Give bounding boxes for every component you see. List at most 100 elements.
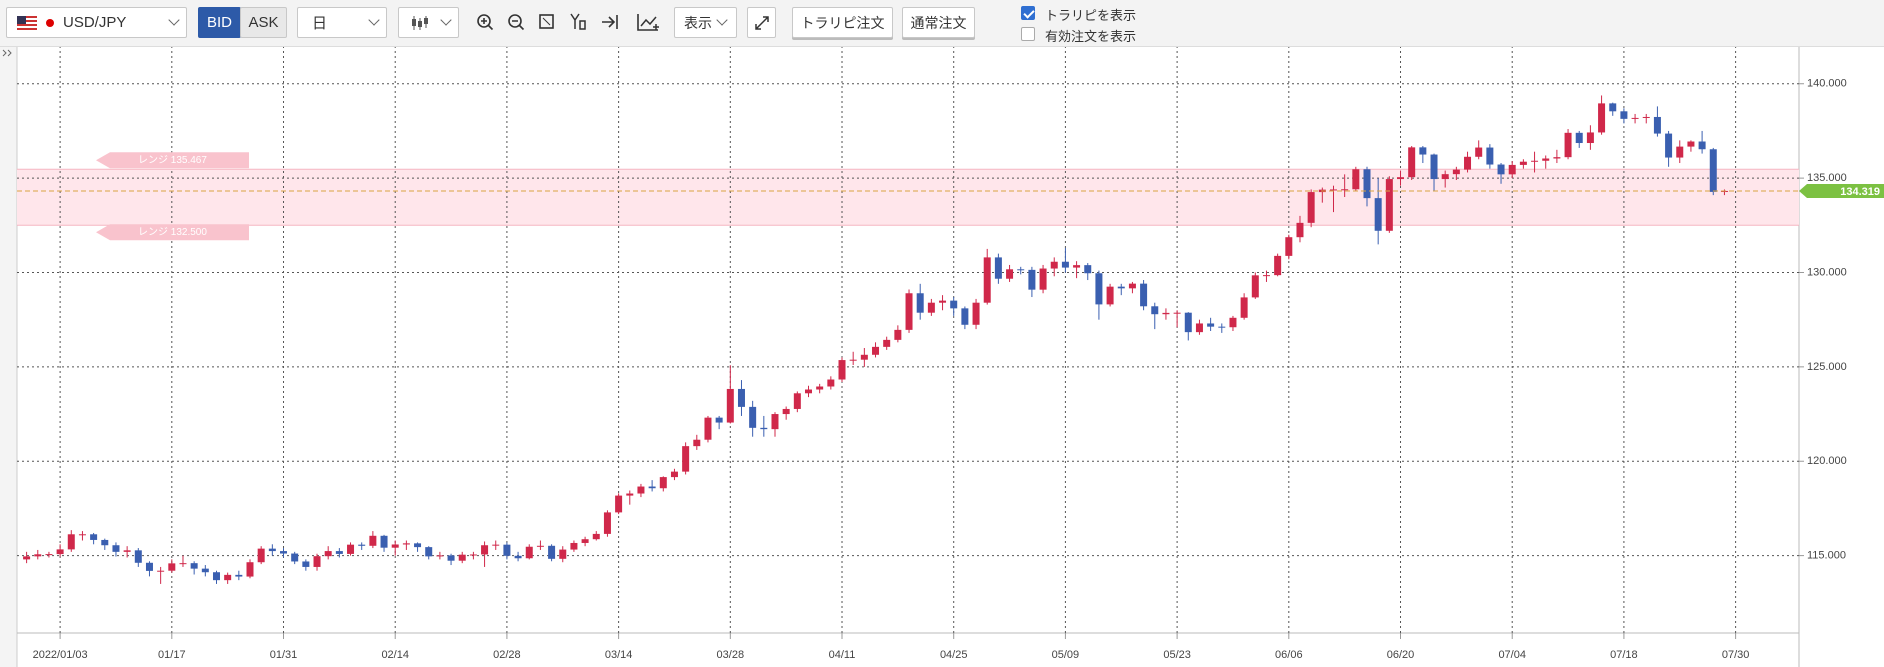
candle-body (1173, 312, 1181, 314)
x-tick-label: 03/28 (717, 649, 745, 661)
candle-body (123, 550, 131, 552)
candle-body (793, 393, 801, 409)
candle-body (302, 561, 310, 567)
candle-body (1084, 265, 1092, 274)
expand-icon (754, 15, 769, 30)
candle-body (1620, 111, 1628, 119)
order-button[interactable]: 通常注文 (902, 7, 975, 38)
candle-body (1698, 141, 1706, 150)
candle-body (402, 543, 410, 545)
candle-body (637, 486, 645, 494)
candle-body (872, 346, 880, 355)
candle-body (447, 555, 455, 561)
candle-body (1363, 169, 1371, 199)
candle-body (1631, 117, 1639, 119)
candle-body (1352, 169, 1360, 190)
candle-body (1408, 147, 1416, 178)
candle-body (849, 359, 857, 361)
candle-body (1106, 286, 1114, 305)
checkbox[interactable] (1021, 6, 1035, 20)
candle-body (347, 544, 355, 554)
chart-type-select[interactable] (398, 7, 459, 38)
candle-body (1195, 323, 1203, 333)
candle-body (1073, 265, 1081, 268)
candle-body (1553, 157, 1561, 159)
candle-body (1251, 275, 1259, 298)
checkbox-label: 有効注文を表示 (1045, 29, 1137, 44)
checkbox[interactable] (1021, 27, 1035, 41)
x-tick-label: 01/31 (270, 649, 298, 661)
candle-body (927, 302, 935, 313)
x-tick-label: 06/06 (1275, 649, 1303, 661)
candle-body (827, 379, 835, 387)
candle-body (1486, 147, 1494, 165)
candle-body (358, 544, 366, 546)
display-select[interactable]: 表示 (674, 7, 737, 38)
candle-body (726, 388, 734, 423)
y-tick-label: 120.000 (1807, 455, 1847, 467)
candle-body (1475, 147, 1483, 157)
zoom-tools[interactable] (476, 12, 626, 34)
candle-body (514, 555, 522, 559)
candle-body (414, 543, 422, 548)
candle-body (570, 542, 578, 550)
x-tick-label: 07/18 (1610, 649, 1638, 661)
candle-body (268, 548, 276, 552)
x-tick-label: 06/20 (1387, 649, 1415, 661)
candle-body (1419, 147, 1427, 155)
indicator-icon[interactable] (636, 12, 662, 34)
candle-body (458, 554, 466, 561)
ask-label: ASK (248, 14, 279, 31)
candle-body (950, 300, 958, 309)
candle-body (1117, 286, 1125, 289)
x-tick-label: 2022/01/03 (33, 649, 88, 661)
display: 表示 (684, 14, 712, 31)
order-button[interactable]: トラリピ注文 (792, 7, 893, 38)
candle-body (157, 570, 165, 572)
y-tick-label: 125.000 (1807, 361, 1847, 373)
candle-body (1575, 132, 1583, 144)
candle-body (380, 535, 388, 548)
candle-body (1296, 222, 1304, 238)
bid-button[interactable]: BID (198, 7, 241, 38)
caret (716, 14, 728, 26)
y-tick-label: 115.000 (1807, 550, 1846, 562)
candle-body (1218, 326, 1226, 328)
candle-body (134, 550, 142, 563)
candle-body (983, 257, 991, 303)
candle-body (1285, 237, 1293, 256)
candle-body (1307, 192, 1315, 223)
candle-body (749, 406, 757, 428)
ask-button[interactable]: ASK (240, 7, 287, 38)
symbol-select[interactable]: USD/JPY (6, 7, 187, 38)
candle-body (1374, 198, 1382, 231)
expand-button[interactable] (747, 7, 776, 38)
candle-body (369, 535, 377, 546)
candle-body (436, 555, 444, 557)
candle-body (313, 556, 321, 567)
candle-body (1676, 146, 1684, 158)
status-dot (46, 18, 54, 27)
candle-body (101, 539, 109, 546)
candle-body (34, 554, 42, 557)
current-price-label: 134.319 (1840, 186, 1880, 198)
candle-body (1542, 158, 1550, 161)
candle-body (760, 427, 768, 430)
candle-body (894, 329, 902, 340)
period-select[interactable]: 日 (297, 7, 387, 38)
candle-body (235, 574, 243, 577)
range-tag (96, 152, 249, 169)
candle-body (1642, 116, 1650, 118)
collapse-icon[interactable] (2, 49, 12, 57)
candle-body (559, 549, 567, 559)
candle-body (536, 545, 544, 547)
x-tick-label: 05/23 (1163, 649, 1191, 661)
candle-body (1095, 273, 1103, 305)
flag (17, 15, 37, 30)
candle-body (23, 556, 31, 560)
candle-body (492, 544, 500, 546)
candle-body (1140, 283, 1148, 307)
candle-body (78, 534, 86, 536)
candle-body (1687, 141, 1695, 147)
